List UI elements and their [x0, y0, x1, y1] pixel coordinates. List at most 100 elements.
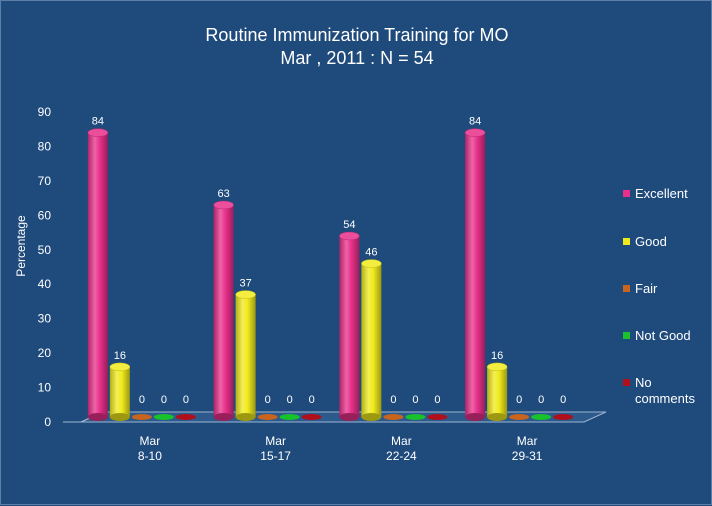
bar-top — [175, 414, 196, 420]
bar-top — [486, 362, 508, 372]
data-label: 0 — [183, 394, 189, 406]
bar-top — [339, 231, 360, 241]
bar-not-good: 0 — [405, 394, 426, 420]
bar-body — [109, 366, 130, 417]
y-tick-label: 30 — [38, 312, 52, 326]
bar-top — [464, 128, 486, 137]
bar-top — [213, 200, 234, 210]
bar-bottom — [465, 413, 486, 421]
bar-bottom — [339, 413, 360, 421]
data-label: 0 — [560, 394, 566, 406]
bar-excellent: 84 — [464, 116, 486, 421]
y-axis-label: Percentage — [14, 215, 28, 277]
bar-body — [87, 132, 108, 417]
data-label: 84 — [469, 116, 481, 128]
bar-fair: 0 — [131, 394, 152, 420]
data-label: 37 — [240, 278, 252, 290]
x-tick-label: 29-31 — [512, 449, 543, 463]
x-tick-label: 22-24 — [386, 449, 417, 463]
legend-swatch — [623, 379, 630, 386]
x-tick-label: Mar — [517, 434, 538, 448]
x-tick-label: Mar — [140, 434, 161, 448]
bar-no-comments: 0 — [553, 394, 574, 420]
x-tick-label: 15-17 — [260, 449, 291, 463]
y-tick-label: 70 — [38, 174, 52, 188]
bar-top — [153, 414, 174, 420]
legend-swatch — [623, 190, 630, 197]
bar-body — [339, 236, 360, 417]
data-label: 0 — [390, 394, 396, 406]
y-tick-label: 10 — [38, 381, 52, 395]
bar-no-comments: 0 — [427, 394, 448, 420]
bar-not-good: 0 — [279, 394, 300, 420]
bar-not-good: 0 — [153, 394, 174, 420]
x-tick-label: Mar — [391, 434, 412, 448]
data-label: 54 — [343, 219, 355, 231]
bar-top — [361, 259, 382, 268]
y-tick-label: 0 — [44, 415, 51, 429]
bar-body — [487, 366, 508, 417]
data-label: 0 — [287, 394, 293, 406]
bar-fair: 0 — [509, 394, 530, 420]
data-label: 63 — [218, 188, 230, 200]
y-tick-label: 50 — [38, 243, 52, 257]
data-label: 46 — [365, 247, 377, 259]
bar-fair: 0 — [383, 394, 404, 420]
bar-body — [361, 263, 382, 417]
bar-no-comments: 0 — [175, 394, 196, 420]
bar-bottom — [87, 413, 108, 421]
legend-label: Excellent — [635, 186, 688, 201]
data-label: 0 — [309, 394, 315, 406]
legend-label: Fair — [635, 281, 658, 296]
legend-swatch — [623, 238, 630, 245]
bar-good: 37 — [235, 278, 256, 421]
x-tick-label: 8-10 — [138, 449, 162, 463]
legend-label: Good — [635, 234, 667, 249]
bar-good: 16 — [486, 350, 508, 421]
bar-top — [131, 414, 152, 420]
bar-top — [279, 414, 300, 420]
data-label: 0 — [265, 394, 271, 406]
legend-swatch — [623, 332, 630, 339]
legend-label: comments — [635, 391, 695, 406]
data-label: 16 — [114, 350, 126, 362]
bar-top — [87, 128, 109, 137]
bar-top — [553, 414, 574, 420]
data-label: 0 — [538, 394, 544, 406]
bar-no-comments: 0 — [301, 394, 322, 420]
y-tick-label: 40 — [38, 277, 52, 291]
bar-top — [257, 414, 278, 420]
bar-top — [235, 290, 256, 299]
data-label: 84 — [92, 116, 104, 128]
bar-top — [301, 414, 322, 420]
data-label: 0 — [516, 394, 522, 406]
legend-label: No — [635, 375, 652, 390]
bar-body — [465, 132, 486, 417]
y-tick-label: 90 — [38, 105, 52, 119]
legend-label: Not Good — [635, 328, 691, 343]
data-label: 0 — [434, 394, 440, 406]
data-label: 0 — [161, 394, 167, 406]
data-label: 0 — [412, 394, 418, 406]
data-label: 0 — [139, 394, 145, 406]
bar-bottom — [213, 413, 234, 421]
bar-bottom — [487, 413, 508, 421]
bar-bottom — [361, 413, 382, 421]
bar-fair: 0 — [257, 394, 278, 420]
bar-top — [509, 414, 530, 420]
y-tick-label: 60 — [38, 208, 52, 222]
bar-top — [109, 362, 131, 372]
bar-top — [405, 414, 426, 420]
bar-top — [531, 414, 552, 420]
chart-title: Routine Immunization Training for MO — [205, 25, 509, 45]
bar-bottom — [109, 413, 130, 421]
bar-excellent: 54 — [339, 219, 360, 421]
bar-excellent: 63 — [213, 188, 234, 421]
bar-body — [235, 294, 256, 417]
bar-bottom — [235, 413, 256, 421]
bar-not-good: 0 — [531, 394, 552, 420]
bar-good: 16 — [109, 350, 131, 421]
legend-swatch — [623, 285, 630, 292]
